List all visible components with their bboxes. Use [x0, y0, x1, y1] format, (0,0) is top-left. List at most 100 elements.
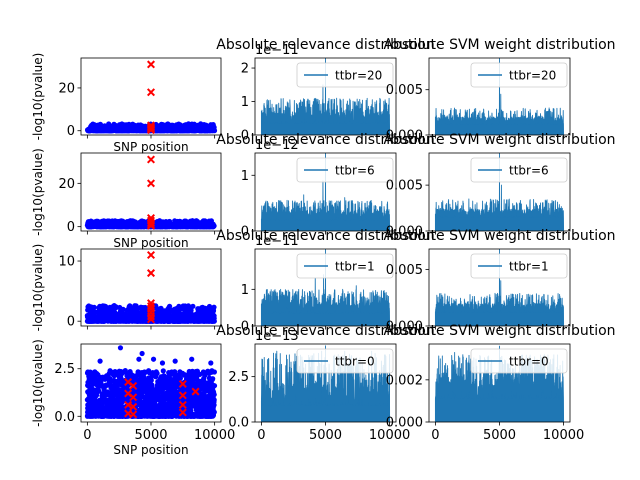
- scatter-point: [158, 374, 164, 380]
- scatter-point: [178, 386, 184, 393]
- scatter-point: [202, 404, 208, 410]
- scatter-point: [106, 121, 112, 127]
- svm-plot-area: [434, 345, 565, 422]
- scatter-point: [148, 404, 154, 410]
- scatter-point: [166, 224, 172, 230]
- scatter-point: [174, 412, 180, 418]
- scatter-point: [99, 413, 105, 419]
- scatter-point: [185, 310, 191, 316]
- scatter-point: [115, 405, 121, 411]
- scatter-point: [152, 411, 158, 417]
- scatter-point: [210, 306, 216, 312]
- y-tick-label: 0: [241, 320, 249, 335]
- scatter-point: [201, 376, 207, 382]
- scatter-point: [198, 403, 204, 410]
- scatter-point: [99, 401, 105, 407]
- y-tick-label: 0: [67, 315, 75, 330]
- scatter-point: [187, 412, 193, 418]
- scatter-point: [86, 402, 92, 408]
- scatter-point: [93, 401, 100, 407]
- scatter-point: [110, 304, 116, 310]
- scatter-point: [123, 318, 129, 324]
- scatter-point: [159, 389, 165, 395]
- scatter-point: [91, 304, 97, 310]
- scatter-point: [156, 407, 162, 413]
- legend-box: [470, 157, 568, 183]
- series-line: [260, 58, 391, 135]
- series-line: [434, 345, 565, 422]
- legend-box: [296, 348, 394, 374]
- manhattan-plot-area: [84, 345, 218, 419]
- scatter-point: [165, 317, 171, 323]
- scatter-point: [119, 121, 125, 128]
- y-tick-label: 0.002: [386, 373, 423, 388]
- scatter-point: [89, 385, 95, 391]
- red-x-marker: [146, 126, 156, 135]
- scatter-point: [106, 392, 112, 398]
- panel-title: Absolute SVM weight distribution: [383, 132, 615, 148]
- scatter-point: [194, 377, 200, 383]
- red-x-marker: [191, 387, 200, 396]
- red-x-marker: [178, 408, 187, 417]
- scatter-point: [141, 369, 148, 375]
- scatter-point: [131, 128, 137, 134]
- scatter-point: [142, 315, 148, 321]
- svm-plot-area: [434, 58, 565, 135]
- scatter-point: [96, 223, 102, 229]
- scatter-point: [200, 224, 206, 230]
- scatter-point: [111, 127, 117, 133]
- svm-plot-area: [434, 153, 565, 231]
- y-tick-label: 0.005: [386, 179, 423, 194]
- scatter-point: [99, 313, 105, 319]
- scatter-point: [148, 382, 154, 388]
- scatter-point: [89, 376, 95, 382]
- scatter-point: [107, 368, 113, 374]
- scatter-point: [175, 318, 181, 324]
- series-line: [434, 58, 565, 135]
- scatter-point: [184, 222, 191, 228]
- y-tick-label: 0.005: [386, 83, 423, 98]
- scatter-point: [138, 125, 144, 131]
- scatter-point: [136, 318, 142, 324]
- scatter-point: [115, 381, 121, 387]
- red-x-markers: [146, 155, 156, 230]
- y-axis-label: -log10(pvalue): [31, 53, 45, 141]
- x-tick-label: 5000: [483, 428, 516, 443]
- scatter-point: [106, 125, 113, 131]
- scatter-point: [136, 356, 142, 362]
- scatter-point: [176, 223, 182, 229]
- scatter-point: [119, 413, 125, 419]
- panel-title: Absolute SVM weight distribution: [383, 323, 615, 339]
- scatter-point: [135, 313, 141, 319]
- panel-title: Absolute relevance distribution: [216, 228, 434, 244]
- scatter-point: [89, 408, 95, 414]
- scatter-point: [134, 123, 140, 129]
- scatter-point: [177, 375, 183, 381]
- legend-label: ttbr=1: [335, 260, 375, 274]
- red-x-marker: [178, 400, 187, 409]
- x-axis-label: SNP position: [113, 236, 188, 250]
- legend-box: [296, 157, 394, 183]
- scatter-point: [107, 405, 113, 411]
- scatter-point: [209, 381, 215, 387]
- y-tick-label: 0.000: [386, 416, 423, 431]
- red-x-marker: [178, 379, 187, 388]
- scatter-point: [108, 383, 114, 390]
- legend-label: ttbr=20: [509, 69, 556, 83]
- scatter-point: [92, 394, 98, 400]
- y-axis-label: -log10(pvalue): [31, 244, 45, 332]
- scatter-point: [140, 305, 146, 311]
- panel-title: Absolute SVM weight distribution: [383, 37, 615, 53]
- scatter-point: [204, 398, 210, 404]
- scatter-point: [181, 218, 187, 225]
- x-tick-label: 10000: [543, 428, 584, 443]
- y-tick-label: 0.000: [386, 320, 423, 335]
- scatter-point: [97, 397, 103, 403]
- scatter-point: [192, 220, 198, 226]
- scatter-point: [208, 360, 214, 366]
- scatter-point: [139, 402, 145, 408]
- axis-offset-label: 1e−11: [255, 234, 299, 249]
- scatter-point: [138, 379, 144, 385]
- y-tick-label: 1: [241, 169, 249, 184]
